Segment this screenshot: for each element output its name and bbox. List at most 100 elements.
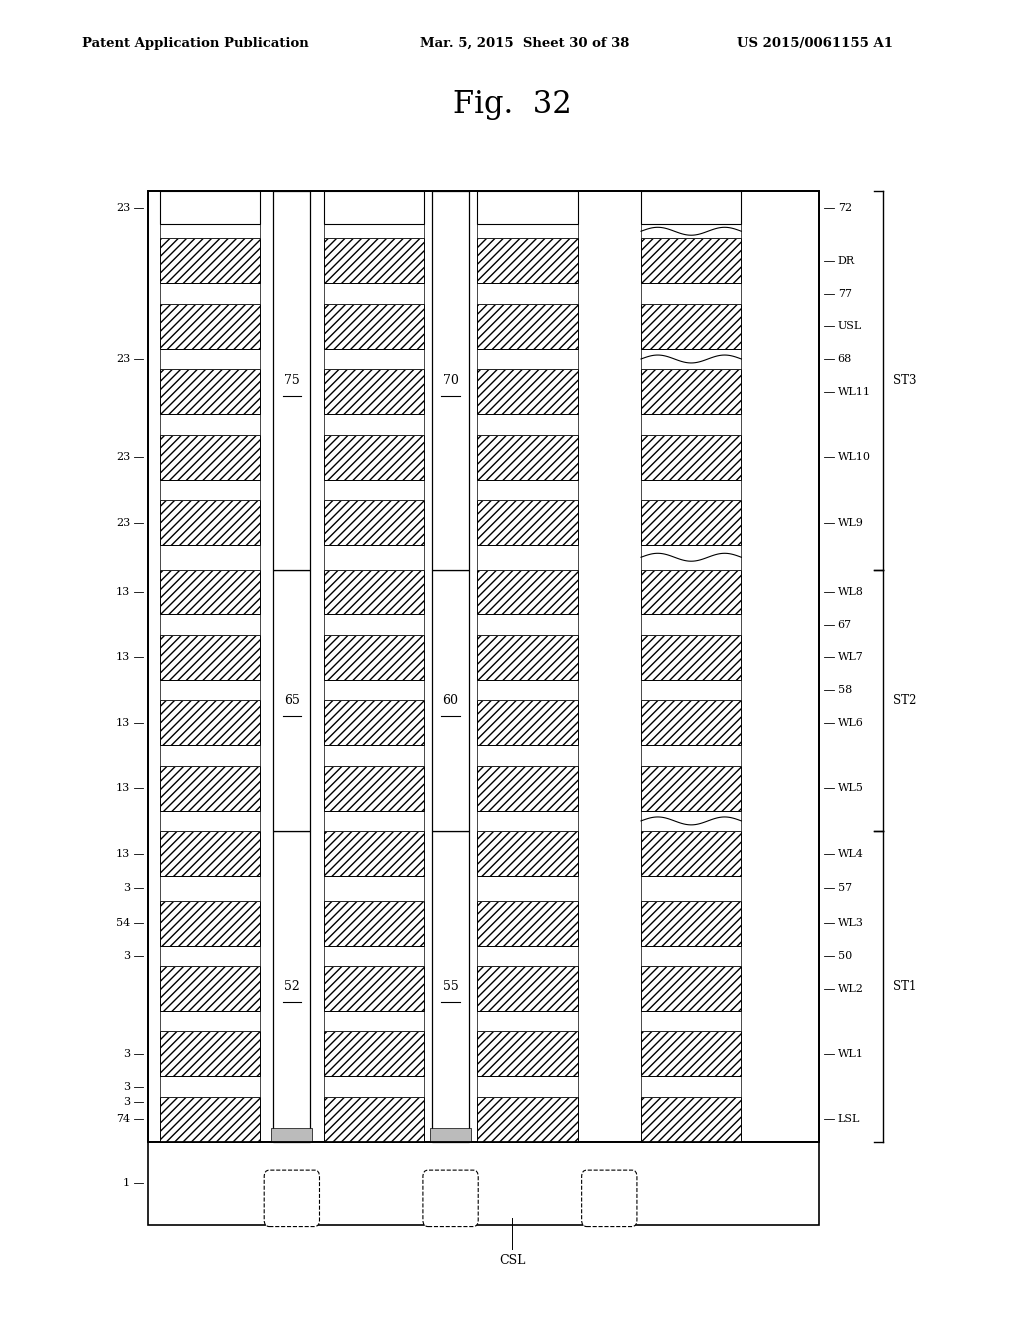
Text: 13: 13 [116,652,130,663]
Bar [160,701,260,746]
Bar [160,966,260,1011]
Text: ST1: ST1 [893,979,916,993]
Bar [324,615,424,635]
Bar [148,191,819,1142]
Text: USL: USL [838,321,862,331]
Bar [477,191,578,224]
Text: Patent Application Publication: Patent Application Publication [82,37,308,50]
Bar [641,766,741,810]
Bar [477,1097,578,1142]
Bar [641,304,741,348]
Text: WL10: WL10 [838,453,870,462]
Bar [641,900,741,945]
Text: LSL: LSL [838,1114,860,1125]
Text: WL5: WL5 [838,783,863,793]
Bar [160,434,260,479]
Bar [641,239,741,284]
Bar [160,876,260,900]
Bar [477,370,578,414]
Bar [641,746,741,766]
Bar [324,414,424,434]
Bar [160,615,260,635]
Bar [160,810,260,832]
Bar [477,284,578,304]
Bar [324,680,424,701]
Text: 3: 3 [123,1097,130,1107]
Bar [641,370,741,414]
Bar [324,746,424,766]
Text: 74: 74 [116,1114,130,1125]
Bar [477,832,578,876]
FancyBboxPatch shape [423,1170,478,1226]
Bar [324,876,424,900]
Text: WL7: WL7 [838,652,863,663]
Bar [324,1011,424,1031]
Bar [641,545,741,569]
Bar [160,304,260,348]
Bar [641,434,741,479]
Text: Mar. 5, 2015  Sheet 30 of 38: Mar. 5, 2015 Sheet 30 of 38 [420,37,629,50]
Bar [324,191,424,224]
Text: WL6: WL6 [838,718,863,727]
Bar [160,500,260,545]
Bar [273,832,310,1142]
Bar [160,348,260,370]
Text: 55: 55 [442,979,459,993]
Text: 23: 23 [116,354,130,364]
Bar [324,1097,424,1142]
Bar [641,1076,741,1097]
Bar [641,348,741,370]
Bar [477,876,578,900]
FancyBboxPatch shape [582,1170,637,1226]
Bar [160,224,260,239]
Bar [160,1097,260,1142]
Text: WL1: WL1 [838,1049,863,1059]
Text: 50: 50 [838,950,852,961]
Bar [160,1031,260,1076]
Text: 70: 70 [442,374,459,387]
Text: 52: 52 [284,979,300,993]
Bar [324,479,424,500]
Bar [477,701,578,746]
Bar [324,545,424,569]
Bar [148,191,819,1142]
Text: 13: 13 [116,849,130,858]
Bar [324,434,424,479]
Text: 13: 13 [116,783,130,793]
Bar [430,1129,471,1142]
Text: 65: 65 [284,694,300,706]
Bar [324,569,424,615]
Bar [641,569,741,615]
Text: CSL: CSL [499,1254,525,1267]
Bar [641,479,741,500]
Bar [160,832,260,876]
Text: WL8: WL8 [838,587,863,597]
FancyBboxPatch shape [264,1170,319,1226]
Bar [641,635,741,680]
Bar [324,900,424,945]
Bar [324,832,424,876]
Bar [432,832,469,1142]
Bar [324,348,424,370]
Bar [324,810,424,832]
Text: 72: 72 [838,203,852,213]
Bar [160,900,260,945]
Text: 68: 68 [838,354,852,364]
Bar [160,191,260,224]
Bar [641,945,741,966]
Bar [477,766,578,810]
Bar [324,1076,424,1097]
Bar [324,500,424,545]
Bar [160,569,260,615]
Bar [641,966,741,1011]
Bar [477,810,578,832]
Bar [477,545,578,569]
Bar [641,615,741,635]
Bar [432,569,469,832]
Text: 67: 67 [838,619,852,630]
Text: 1: 1 [123,1179,130,1188]
Bar [477,434,578,479]
Text: 58: 58 [838,685,852,696]
Text: 57: 57 [838,883,852,894]
Bar [477,348,578,370]
